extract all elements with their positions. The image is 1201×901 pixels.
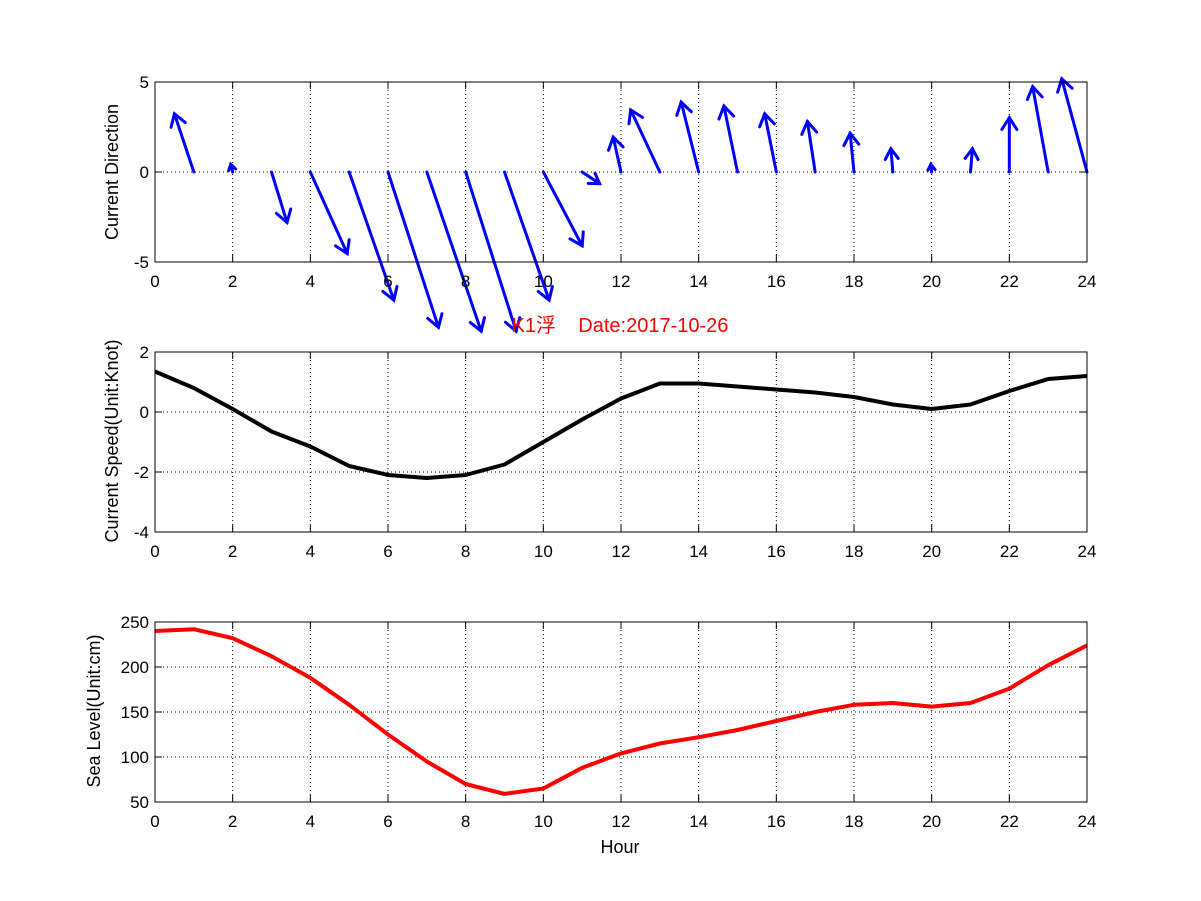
current-direction-arrow xyxy=(386,170,444,330)
sea-level-ytick-label: 100 xyxy=(121,748,149,767)
current-speed-panel: 0 2 4 6 8 10 12 14 16 18 20 22 24-4-202 xyxy=(134,343,1097,561)
current-direction-arrow xyxy=(1000,114,1019,174)
current-direction-arrow xyxy=(717,103,739,174)
current-direction-ylabel: Current Direction xyxy=(102,104,122,240)
current-speed-ytick-label: -2 xyxy=(134,463,149,482)
current-direction-xtick-label: 2 xyxy=(228,272,237,291)
sea-level-ytick-label: 150 xyxy=(121,703,149,722)
current-speed-ytick-label: 0 xyxy=(140,403,149,422)
sea-level-xtick-label: 22 xyxy=(1000,812,1019,831)
current-direction-arrow xyxy=(800,118,819,174)
chart-title: K1浮 Date:2017-10-26 xyxy=(512,314,729,337)
current-speed-xtick-label: 0 xyxy=(150,542,159,561)
sea-level-xtick-label: 8 xyxy=(461,812,470,831)
current-direction-arrow xyxy=(606,134,625,174)
current-direction-arrow xyxy=(675,99,701,174)
current-direction-arrow xyxy=(308,170,351,257)
current-direction-arrow xyxy=(627,107,662,174)
current-speed-xtick-label: 4 xyxy=(306,542,315,561)
current-direction-arrow xyxy=(270,170,293,226)
current-direction-arrow xyxy=(347,170,399,303)
current-direction-xtick-label: 18 xyxy=(845,272,864,291)
current-direction-xtick-label: 12 xyxy=(612,272,631,291)
current-direction-xtick-label: 8 xyxy=(461,272,470,291)
current-speed-xtick-label: 22 xyxy=(1000,542,1019,561)
sea-level-xtick-label: 16 xyxy=(767,812,786,831)
sea-level-ytick-label: 250 xyxy=(121,613,149,632)
current-speed-xtick-label: 8 xyxy=(461,542,470,561)
current-speed-xtick-label: 20 xyxy=(922,542,941,561)
current-speed-ytick-label: 2 xyxy=(140,343,149,362)
sea-level-xtick-label: 12 xyxy=(612,812,631,831)
current-direction-panel: 0 2 4 6 8 10 12 14 16 18 20 22 24-505 xyxy=(134,73,1097,334)
current-direction-ytick-label: 5 xyxy=(140,73,149,92)
current-direction-xtick-label: 14 xyxy=(689,272,708,291)
current-speed-xtick-label: 14 xyxy=(689,542,708,561)
sea-level-xtick-label: 6 xyxy=(383,812,392,831)
current-direction-arrow xyxy=(1025,83,1050,174)
current-direction-arrow xyxy=(169,111,196,174)
current-direction-xtick-label: 24 xyxy=(1078,272,1097,291)
sea-level-ylabel: Sea Level(Unit:cm) xyxy=(84,634,104,787)
current-direction-ytick-label: 0 xyxy=(140,163,149,182)
current-speed-ylabel: Current Speed(Unit:Knot) xyxy=(102,339,122,542)
sea-level-xtick-label: 0 xyxy=(150,812,159,831)
sea-level-xtick-label: 4 xyxy=(306,812,315,831)
current-speed-xtick-label: 18 xyxy=(845,542,864,561)
current-direction-arrow xyxy=(963,145,980,174)
current-direction-xtick-label: 0 xyxy=(150,272,159,291)
sea-level-ytick-label: 200 xyxy=(121,658,149,677)
sea-level-xtick-label: 10 xyxy=(534,812,553,831)
current-direction-arrow xyxy=(503,170,554,303)
sea-level-ytick-label: 50 xyxy=(130,793,149,812)
current-direction-arrow xyxy=(580,170,602,186)
current-direction-xtick-label: 4 xyxy=(306,272,315,291)
current-direction-xtick-label: 22 xyxy=(1000,272,1019,291)
sea-level-xtick-label: 20 xyxy=(922,812,941,831)
current-direction-ytick-label: -5 xyxy=(134,253,149,272)
current-speed-xtick-label: 10 xyxy=(534,542,553,561)
current-direction-arrow xyxy=(926,161,937,174)
current-direction-xtick-label: 10 xyxy=(534,272,553,291)
current-direction-xtick-label: 20 xyxy=(922,272,941,291)
current-speed-xtick-label: 12 xyxy=(612,542,631,561)
sea-level-xtick-label: 2 xyxy=(228,812,237,831)
current-direction-arrow xyxy=(541,170,585,249)
current-direction-xtick-label: 6 xyxy=(383,272,392,291)
current-direction-arrow xyxy=(464,170,522,334)
current-speed-xtick-label: 2 xyxy=(228,542,237,561)
current-speed-xtick-label: 24 xyxy=(1078,542,1097,561)
current-speed-xtick-label: 16 xyxy=(767,542,786,561)
current-speed-ytick-label: -4 xyxy=(134,523,149,542)
sea-level-xtick-label: 24 xyxy=(1078,812,1097,831)
current-direction-arrow xyxy=(1056,76,1089,174)
sea-level-xtick-label: 18 xyxy=(845,812,864,831)
current-direction-arrow xyxy=(425,170,486,334)
current-direction-arrow xyxy=(758,111,778,174)
sea-level-xtick-label: 14 xyxy=(689,812,708,831)
current-direction-arrow xyxy=(227,161,238,174)
current-direction-arrow xyxy=(842,130,861,174)
hour-xlabel: Hour xyxy=(600,837,639,857)
current-direction-xtick-label: 16 xyxy=(767,272,786,291)
current-direction-arrow xyxy=(883,145,900,174)
current-speed-xtick-label: 6 xyxy=(383,542,392,561)
